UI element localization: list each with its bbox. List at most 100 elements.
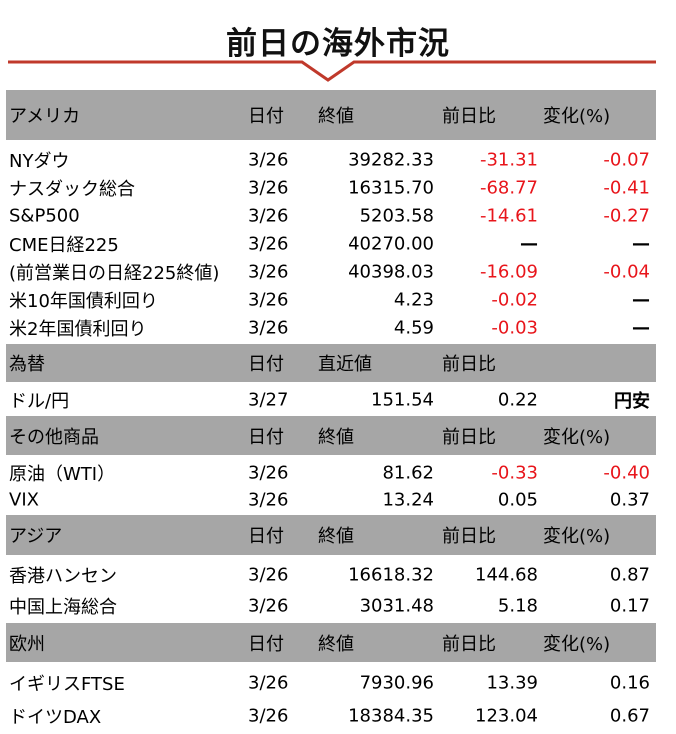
row-date: 3/26 <box>248 595 289 616</box>
header-cell: 為替 <box>9 354 45 375</box>
row-pct: 0.16 <box>609 672 650 693</box>
table-row: 米10年国債利回り 3/26 4.23 -0.02 — <box>6 286 656 314</box>
row-name: (前営業日の日経225終値) <box>9 263 220 284</box>
table-row: 原油（WTI） 3/26 81.62 -0.33 -0.40 <box>6 459 656 486</box>
row-diff: -16.09 <box>479 261 538 283</box>
row-diff: 0.22 <box>497 389 538 411</box>
row-name: CME日経225 <box>9 235 119 256</box>
table-row: 香港ハンセン 3/26 16618.32 144.68 0.87 <box>6 559 656 590</box>
row-name: S&P500 <box>9 205 80 227</box>
row-date: 3/26 <box>248 177 289 199</box>
header-cell: その他商品 <box>9 426 99 448</box>
row-date: 3/26 <box>248 317 289 339</box>
header-cell: 変化(%) <box>543 633 611 655</box>
row-date: 3/26 <box>248 205 289 227</box>
row-diff: 144.68 <box>475 564 538 585</box>
header-cell: 前日比 <box>442 106 496 127</box>
row-date: 3/26 <box>248 672 289 693</box>
header-cell: 終値 <box>318 526 354 547</box>
row-date: 3/26 <box>248 261 289 283</box>
row-date: 3/27 <box>248 389 289 411</box>
header-cell: 前日比 <box>442 526 496 547</box>
section-header-fx: 為替 日付 直近値 前日比 <box>6 344 656 382</box>
row-value: 13.24 <box>382 489 434 510</box>
row-pct: — <box>632 317 650 339</box>
row-name: 原油（WTI） <box>9 463 116 485</box>
row-pct: -0.27 <box>603 205 650 227</box>
row-diff: -31.31 <box>479 149 538 171</box>
table-row: ドル/円 3/27 151.54 0.22 円安 <box>6 386 656 414</box>
header-cell: アメリカ <box>9 106 81 127</box>
row-diff: -0.03 <box>491 317 538 339</box>
row-value: 40270.00 <box>348 233 434 255</box>
section-header-asia: アジア 日付 終値 前日比 変化(%) <box>6 515 656 555</box>
row-value: 16618.32 <box>348 564 434 585</box>
row-date: 3/26 <box>248 564 289 585</box>
row-name: 米10年国債利回り <box>9 291 158 312</box>
header-cell: 前日比 <box>442 354 496 375</box>
row-date: 3/26 <box>248 289 289 311</box>
title-underline-arrow <box>8 60 656 82</box>
row-name: ドル/円 <box>9 391 70 412</box>
header-cell: 終値 <box>318 106 354 127</box>
row-diff: -0.02 <box>491 289 538 311</box>
table-row: (前営業日の日経225終値) 3/26 40398.03 -16.09 -0.04 <box>6 258 656 286</box>
row-name: 米2年国債利回り <box>9 319 147 340</box>
row-value: 16315.70 <box>348 177 434 199</box>
row-pct: -0.07 <box>603 149 650 171</box>
market-table: アメリカ 日付 終値 前日比 変化(%) NYダウ 3/26 39282.33 -31.31 -0… <box>6 90 656 734</box>
header-cell: アジア <box>9 526 63 547</box>
header-cell: 前日比 <box>442 633 496 655</box>
table-row: CME日経225 3/26 40270.00 — — <box>6 230 656 258</box>
row-diff: -68.77 <box>479 177 538 199</box>
row-name: VIX <box>9 489 39 510</box>
row-diff: 13.39 <box>486 672 538 693</box>
row-value: 81.62 <box>382 462 434 483</box>
row-diff: 0.05 <box>497 489 538 510</box>
row-pct: 0.17 <box>609 595 650 616</box>
header-cell: 日付 <box>248 526 284 547</box>
row-value: 151.54 <box>371 389 434 411</box>
row-pct: -0.40 <box>603 462 650 483</box>
header-cell: 終値 <box>318 426 354 448</box>
row-value: 3031.48 <box>359 595 434 616</box>
header-cell: 日付 <box>248 426 284 448</box>
header-cell: 日付 <box>248 106 284 127</box>
row-diff: — <box>520 233 538 255</box>
header-cell: 日付 <box>248 633 284 655</box>
header-cell: 日付 <box>248 354 284 375</box>
row-value: 4.59 <box>393 317 434 339</box>
row-name: 中国上海総合 <box>9 596 117 618</box>
header-cell: 変化(%) <box>543 526 611 547</box>
row-pct: -0.41 <box>603 177 650 199</box>
row-name: イギリスFTSE <box>9 673 125 695</box>
row-pct: — <box>632 233 650 255</box>
table-row: 米2年国債利回り 3/26 4.59 -0.03 — <box>6 314 656 342</box>
table-row: ナスダック総合 3/26 16315.70 -68.77 -0.41 <box>6 174 656 202</box>
row-diff: -0.33 <box>491 462 538 483</box>
header-cell: 変化(%) <box>543 106 611 127</box>
row-date: 3/26 <box>248 233 289 255</box>
row-value: 7930.96 <box>359 672 434 693</box>
section-header-europe: 欧州 日付 終値 前日比 変化(%) <box>6 623 656 662</box>
row-date: 3/26 <box>248 149 289 171</box>
row-pct: 円安 <box>614 391 650 412</box>
header-cell: 欧州 <box>9 633 45 655</box>
table-row: S&P500 3/26 5203.58 -14.61 -0.27 <box>6 202 656 230</box>
row-date: 3/26 <box>248 489 289 510</box>
table-row: 中国上海総合 3/26 3031.48 5.18 0.17 <box>6 590 656 621</box>
row-name: ナスダック総合 <box>9 179 135 200</box>
row-value: 39282.33 <box>348 149 434 171</box>
header-cell: 変化(%) <box>543 426 611 448</box>
row-value: 4.23 <box>393 289 434 311</box>
row-date: 3/26 <box>248 462 289 483</box>
header-cell: 前日比 <box>442 426 496 448</box>
table-row: NYダウ 3/26 39282.33 -31.31 -0.07 <box>6 146 656 174</box>
table-row: イギリスFTSE 3/26 7930.96 13.39 0.16 <box>6 666 656 699</box>
section-header-america: アメリカ 日付 終値 前日比 変化(%) <box>6 90 656 140</box>
header-cell: 終値 <box>318 633 354 655</box>
row-value: 40398.03 <box>348 261 434 283</box>
row-name: NYダウ <box>9 151 70 172</box>
row-pct: -0.04 <box>603 261 650 283</box>
table-row: VIX 3/26 13.24 0.05 0.37 <box>6 486 656 513</box>
